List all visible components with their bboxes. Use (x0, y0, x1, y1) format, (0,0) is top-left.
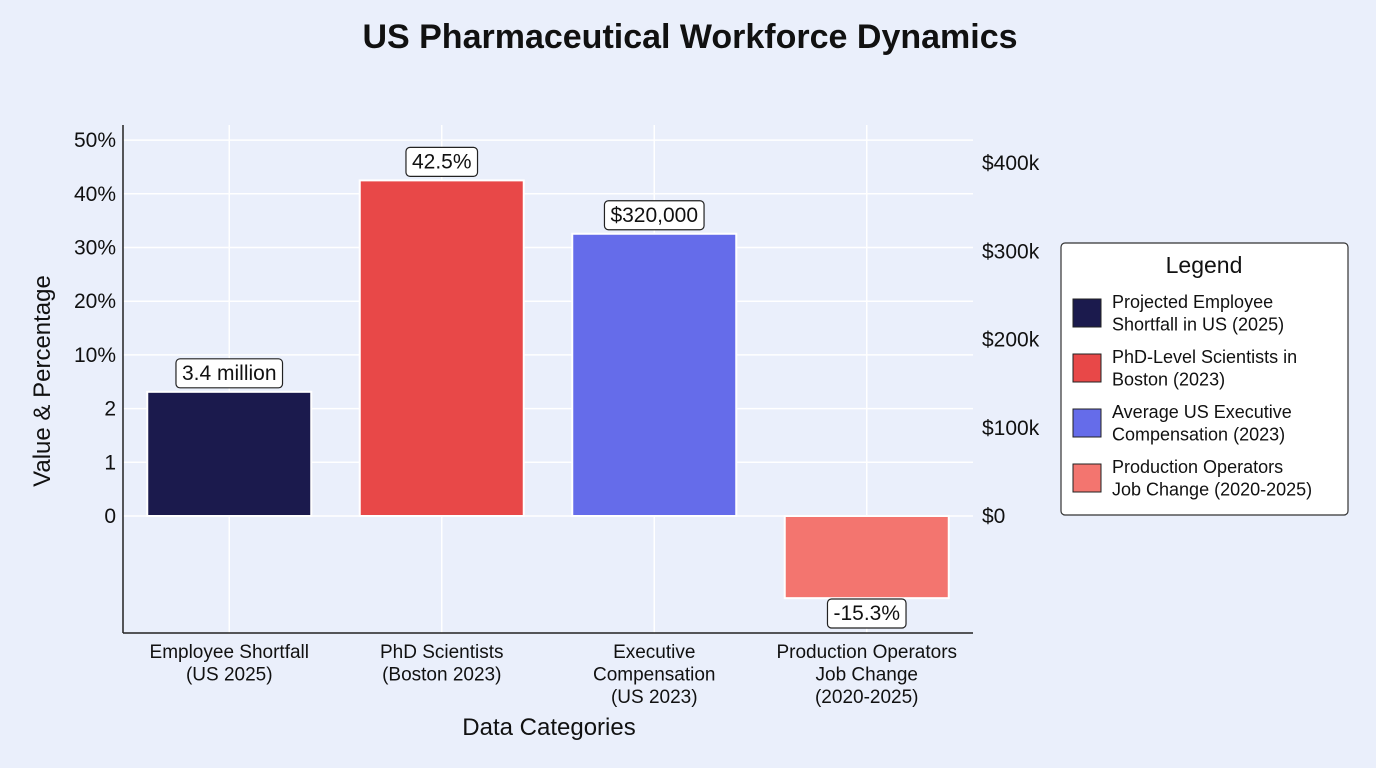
legend-entry-line: Average US Executive (1112, 402, 1292, 422)
legend-entry-line: Shortfall in US (2025) (1112, 315, 1284, 335)
data-label: 42.5% (405, 146, 479, 177)
y-tick-label: 20% (74, 290, 116, 313)
x-category-label-line: (2020-2025) (815, 687, 919, 708)
bar (571, 232, 738, 517)
legend-swatch (1072, 353, 1102, 383)
x-category-labels: Employee Shortfall (US 2025) PhD Scientist… (150, 642, 958, 708)
x-category-label: Executive Compensation (US 2023) (593, 642, 716, 708)
bar (146, 390, 313, 518)
legend-entry: Projected Employee Shortfall in US (2025) (1112, 292, 1284, 335)
legend-entry-line: Boston (2023) (1112, 370, 1225, 390)
legend-box (1060, 242, 1349, 516)
data-label: 3.4 million (175, 358, 284, 389)
y2-ticks: $0 $100k $200k $300k $400k (982, 152, 1040, 528)
bar (358, 179, 525, 517)
data-label-text: -15.3% (833, 602, 900, 625)
legend-swatch (1072, 298, 1102, 328)
legend-entry-line: Projected Employee (1112, 292, 1273, 312)
x-category-label-line: Job Change (816, 665, 918, 686)
data-label-text: 3.4 million (182, 362, 277, 385)
x-category-label-line: (US 2023) (611, 687, 698, 708)
x-category-label-line: Employee Shortfall (150, 642, 309, 663)
chart-title: US Pharmaceutical Workforce Dynamics (362, 18, 1017, 56)
y2-tick-label: $400k (982, 152, 1040, 175)
x-category-label: Production Operators Job Change (2020-2025… (776, 642, 957, 708)
y-tick-label: 0 (104, 505, 116, 528)
x-category-label-line: Compensation (593, 665, 716, 686)
x-category-label-line: Production Operators (776, 642, 957, 663)
data-labels: 3.4 million 42.5% $320,000 -15.3% (175, 146, 907, 629)
x-category-label: Employee Shortfall (US 2025) (150, 642, 309, 686)
y2-tick-label: $0 (982, 505, 1005, 528)
legend: Legend Projected Employee Shortfall in US … (1060, 242, 1349, 516)
y-tick-label: 30% (74, 237, 116, 260)
data-label-box (405, 146, 479, 177)
legend-entry: Production Operators Job Change (2020-202… (1112, 457, 1312, 500)
y-tick-label: 40% (74, 183, 116, 206)
data-label-box (826, 598, 907, 629)
legend-entry-line: Production Operators (1112, 457, 1283, 477)
legend-entry-line: Job Change (2020-2025) (1112, 480, 1312, 500)
y-tick-label: 50% (74, 129, 116, 152)
y2-tick-label: $300k (982, 240, 1040, 263)
bar (783, 515, 950, 600)
y2-tick-label: $100k (982, 417, 1040, 440)
legend-title: Legend (1166, 252, 1243, 278)
legend-entry-line: PhD-Level Scientists in (1112, 347, 1297, 367)
data-label-text: $320,000 (610, 204, 698, 227)
data-label: -15.3% (826, 598, 907, 629)
y-tick-label: 2 (104, 398, 116, 421)
x-category-label-line: (Boston 2023) (382, 665, 501, 686)
data-label-text: 42.5% (412, 150, 472, 173)
legend-entry: PhD-Level Scientists in Boston (2023) (1112, 347, 1297, 390)
y2-tick-label: $200k (982, 329, 1040, 352)
y-ticks: 0 1 2 10% 20% 30% 40% 50% (74, 129, 116, 528)
legend-entry: Average US Executive Compensation (2023) (1112, 402, 1292, 445)
y-axis-title: Value & Percentage (29, 275, 56, 487)
data-label: $320,000 (603, 200, 705, 231)
bars (146, 179, 950, 600)
data-label-box (175, 358, 284, 389)
data-label-box (603, 200, 705, 231)
y-tick-label: 1 (104, 451, 116, 474)
x-axis-title: Data Categories (462, 714, 635, 741)
x-category-label-line: PhD Scientists (380, 642, 504, 663)
legend-swatch (1072, 408, 1102, 438)
y-tick-label: 10% (74, 344, 116, 367)
axes (122, 125, 973, 634)
x-category-label: PhD Scientists (Boston 2023) (380, 642, 504, 686)
x-category-label-line: Executive (613, 642, 695, 663)
legend-swatch (1072, 463, 1102, 493)
legend-entry-line: Compensation (2023) (1112, 425, 1285, 445)
x-category-label-line: (US 2025) (186, 665, 273, 686)
